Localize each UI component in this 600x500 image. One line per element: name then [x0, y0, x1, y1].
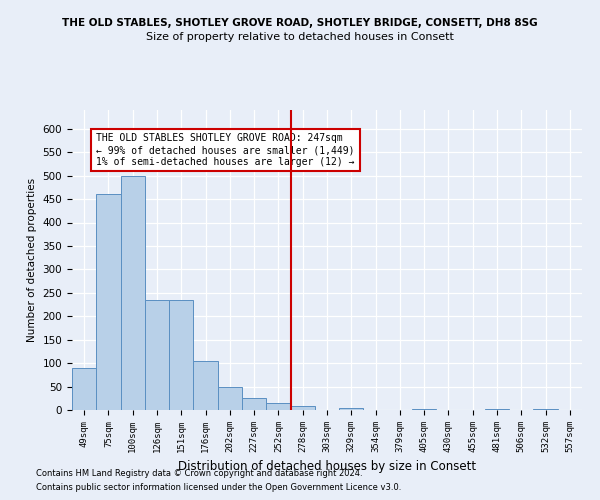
Bar: [145, 300, 169, 410]
Bar: [485, 409, 509, 410]
Text: THE OLD STABLES SHOTLEY GROVE ROAD: 247sqm
← 99% of detached houses are smaller : THE OLD STABLES SHOTLEY GROVE ROAD: 247s…: [96, 134, 355, 166]
Bar: [533, 409, 558, 410]
Text: Contains HM Land Registry data © Crown copyright and database right 2024.: Contains HM Land Registry data © Crown c…: [36, 468, 362, 477]
Y-axis label: Number of detached properties: Number of detached properties: [27, 178, 37, 342]
X-axis label: Distribution of detached houses by size in Consett: Distribution of detached houses by size …: [178, 460, 476, 473]
Bar: [412, 408, 436, 410]
Text: Size of property relative to detached houses in Consett: Size of property relative to detached ho…: [146, 32, 454, 42]
Bar: [339, 408, 364, 410]
Bar: [72, 368, 96, 410]
Bar: [266, 403, 290, 410]
Bar: [290, 406, 315, 410]
Bar: [96, 194, 121, 410]
Bar: [169, 300, 193, 410]
Bar: [242, 398, 266, 410]
Bar: [193, 361, 218, 410]
Text: THE OLD STABLES, SHOTLEY GROVE ROAD, SHOTLEY BRIDGE, CONSETT, DH8 8SG: THE OLD STABLES, SHOTLEY GROVE ROAD, SHO…: [62, 18, 538, 28]
Bar: [218, 386, 242, 410]
Text: Contains public sector information licensed under the Open Government Licence v3: Contains public sector information licen…: [36, 484, 401, 492]
Bar: [121, 176, 145, 410]
